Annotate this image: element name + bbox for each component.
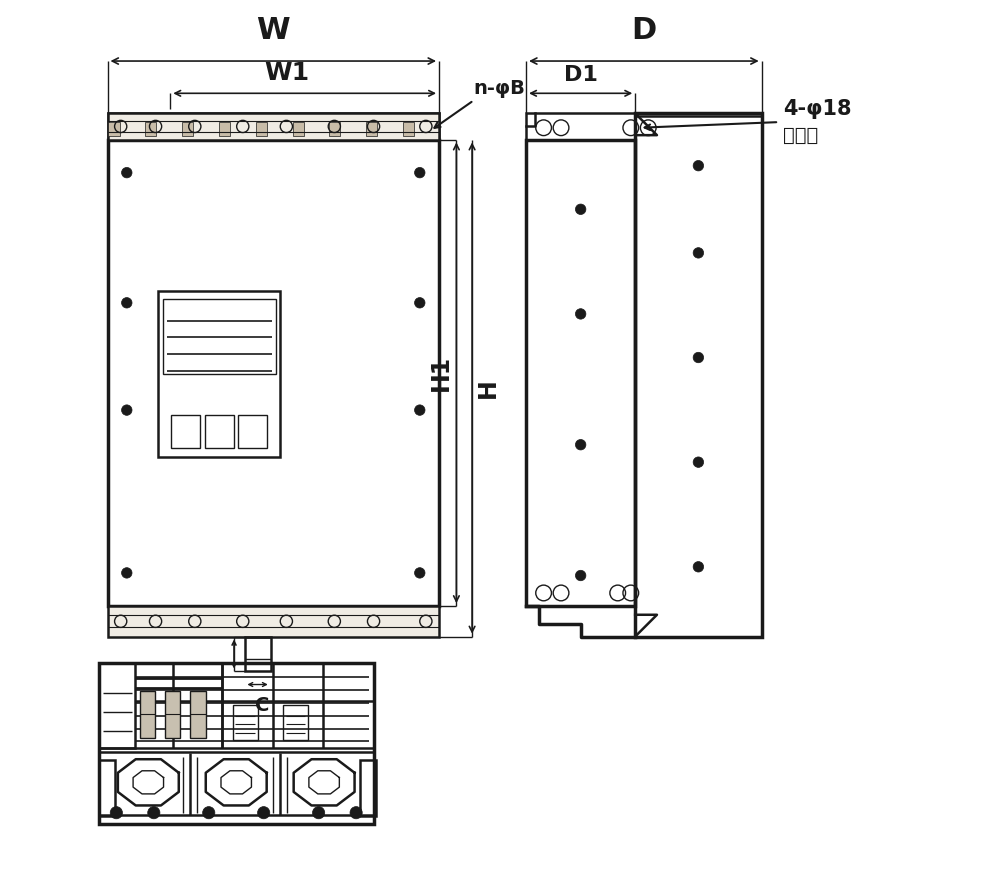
- Bar: [99, 663, 374, 824]
- Circle shape: [110, 807, 122, 819]
- Bar: [526, 113, 635, 140]
- Bar: [190, 691, 206, 738]
- Text: W1: W1: [265, 60, 310, 85]
- Bar: [205, 415, 234, 448]
- Bar: [526, 140, 635, 606]
- Circle shape: [693, 160, 704, 171]
- Text: 吊り穴: 吊り穴: [783, 126, 819, 145]
- Bar: [108, 606, 439, 637]
- Circle shape: [122, 167, 132, 178]
- Bar: [403, 121, 414, 136]
- Circle shape: [122, 568, 132, 578]
- Bar: [256, 121, 267, 136]
- Bar: [182, 121, 193, 136]
- Circle shape: [575, 570, 586, 581]
- Bar: [219, 121, 230, 136]
- Text: W: W: [256, 17, 290, 45]
- Bar: [99, 760, 115, 816]
- Bar: [163, 299, 276, 374]
- Circle shape: [693, 562, 704, 572]
- Bar: [145, 121, 156, 136]
- Circle shape: [415, 568, 425, 578]
- Bar: [360, 760, 376, 816]
- Bar: [245, 637, 271, 671]
- Bar: [293, 121, 304, 136]
- Circle shape: [693, 248, 704, 258]
- Circle shape: [575, 439, 586, 450]
- Circle shape: [148, 807, 160, 819]
- Bar: [635, 113, 762, 637]
- Circle shape: [350, 807, 362, 819]
- Bar: [283, 705, 308, 739]
- Text: 4-φ18: 4-φ18: [783, 99, 852, 119]
- Bar: [158, 291, 280, 457]
- Bar: [108, 121, 120, 136]
- Bar: [165, 691, 180, 738]
- Bar: [366, 121, 377, 136]
- Text: n-φB: n-φB: [474, 78, 526, 98]
- Bar: [171, 415, 200, 448]
- Text: H1: H1: [429, 355, 453, 391]
- Bar: [238, 415, 267, 448]
- Bar: [99, 815, 374, 824]
- Bar: [108, 113, 439, 140]
- Circle shape: [122, 297, 132, 308]
- Circle shape: [415, 167, 425, 178]
- Circle shape: [693, 457, 704, 467]
- Bar: [108, 113, 439, 140]
- Text: D: D: [631, 17, 657, 45]
- Bar: [108, 140, 439, 606]
- Text: H: H: [476, 378, 500, 398]
- Circle shape: [313, 807, 325, 819]
- Circle shape: [575, 309, 586, 319]
- Text: D1: D1: [564, 65, 598, 85]
- Circle shape: [415, 297, 425, 308]
- Circle shape: [122, 405, 132, 415]
- Circle shape: [575, 204, 586, 215]
- Text: C: C: [255, 696, 269, 715]
- Bar: [233, 705, 258, 739]
- Circle shape: [693, 352, 704, 363]
- Bar: [329, 121, 340, 136]
- Bar: [99, 663, 135, 748]
- Bar: [140, 691, 155, 738]
- Circle shape: [203, 807, 215, 819]
- Circle shape: [415, 405, 425, 415]
- Circle shape: [258, 807, 270, 819]
